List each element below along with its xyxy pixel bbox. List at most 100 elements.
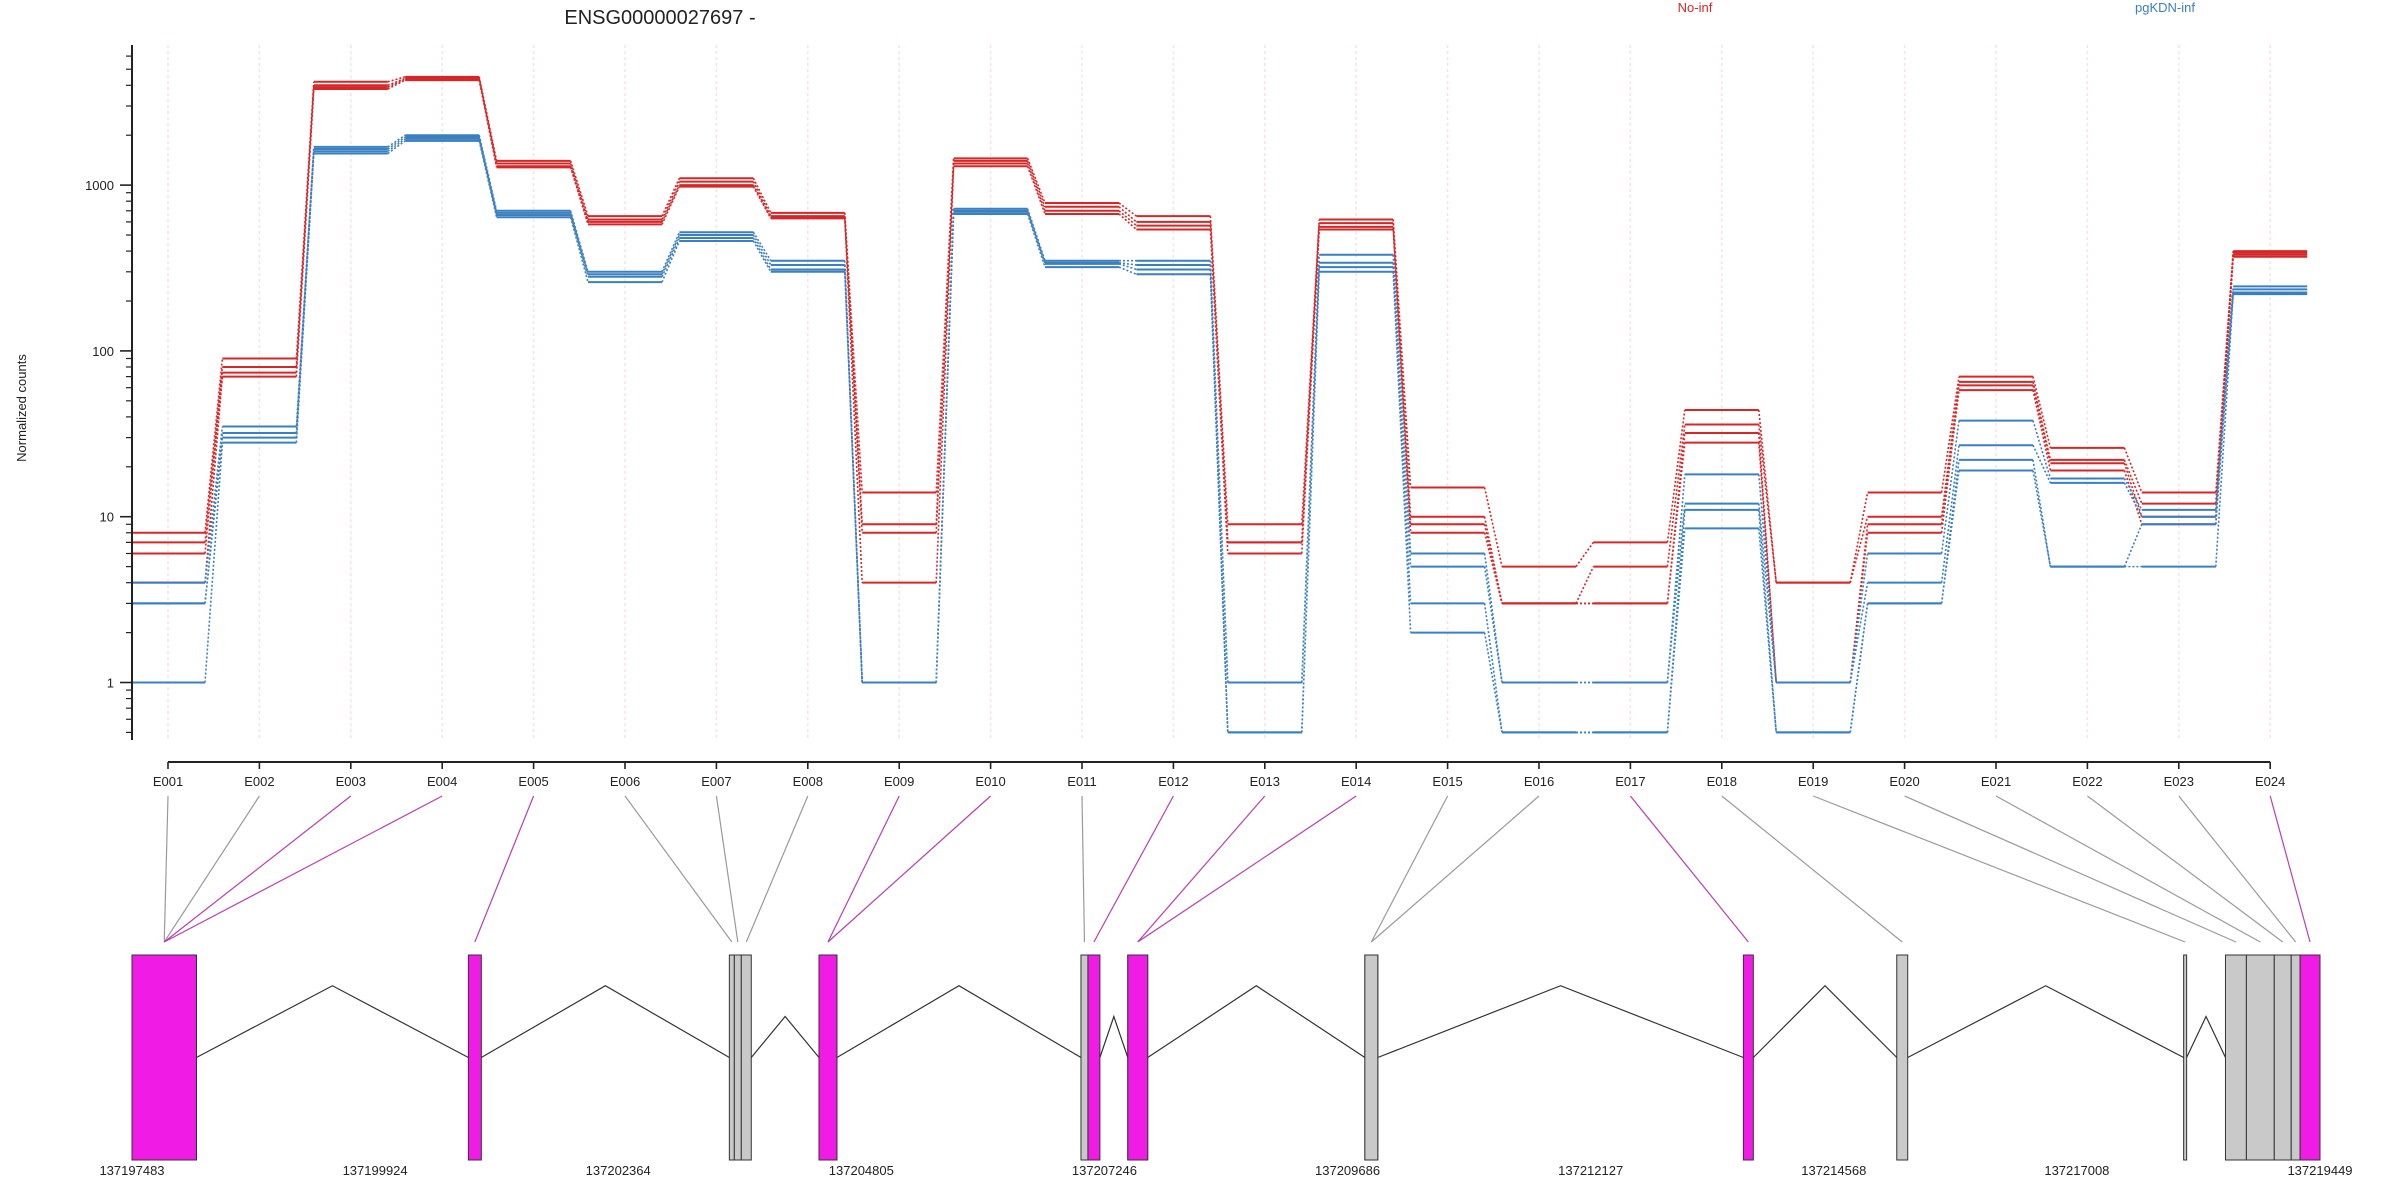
series-connector [844,269,863,683]
series-8 [131,139,2308,734]
series-connector [1758,503,1777,683]
series-connector [844,212,863,493]
series-connector [661,234,681,275]
x-tick-label-E020: E020 [1889,774,1919,789]
series-connector [1483,524,1503,604]
series-connector [1940,445,1960,583]
series-connector [1483,516,1503,604]
exon-connector-E011 [1081,795,1086,943]
x-tick-label-E018: E018 [1707,774,1737,789]
intron [1147,985,1366,1059]
series-connector [1849,553,1869,683]
intron [1752,984,1898,1058]
series-connector [1392,226,1412,525]
series-connector [295,88,315,377]
y-tick-label: 1 [107,676,114,691]
series-connector [1301,226,1320,543]
x-tick-label-E012: E012 [1158,774,1188,789]
series-connector [387,77,406,87]
x-tick-label-E019: E019 [1798,774,1828,789]
series-5 [131,134,2308,684]
exon-connector-E007 [715,795,739,943]
series-connector [478,136,498,214]
series-connector [387,134,406,148]
exon-block-E018 [1896,954,1909,1161]
series-connector [569,163,589,220]
exon-connector-E017 [1629,795,1749,943]
series-connector [752,231,772,262]
genomic-tick-label: 137207246 [1072,1163,1137,1178]
genomic-tick-label: 137202364 [586,1163,651,1178]
x-axis: E001 E002 E003 E004 E005 E006 E007 E008 E009 E010… [153,761,2285,789]
genomic-tick-label: 137212127 [1558,1163,1623,1178]
exon-block-E011 [1080,954,1089,1161]
series-connector [1849,603,1869,733]
series-connector [1483,487,1503,567]
series-connector [478,78,498,164]
series-connector [2215,252,2234,504]
series-connector [2032,444,2052,484]
exon-block-E019 [2183,954,2188,1161]
series-connector [204,366,224,543]
series-connector [2123,447,2143,493]
exon-block-E012 [1087,954,1101,1161]
x-tick-label-E006: E006 [610,774,640,789]
intron [750,1015,820,1058]
series-connector [1301,262,1320,683]
series-connector [1849,524,1869,683]
series-connector [1209,216,1229,525]
exon-block-E017 [1742,954,1754,1161]
series-connector [661,186,681,225]
series-connector [2215,294,2234,567]
series-connector [1483,566,1503,683]
series-connector [661,240,681,283]
exon-block-E024 [2299,954,2321,1161]
series-connector [1209,274,1229,733]
series-2 [131,77,2308,605]
series-connector [2215,292,2234,525]
x-tick-label-E007: E007 [701,774,731,789]
exon-connector-E001 [163,795,169,943]
exon-connector-E009 [827,795,900,943]
series-connector [1118,210,1137,227]
series-connector [1575,566,1595,604]
series-connector [752,240,772,273]
x-tick-label-E003: E003 [336,774,366,789]
series-connector [1301,229,1320,554]
series-connector [478,138,498,216]
series-connector [1118,213,1137,231]
series-7 [131,137,2308,734]
x-tick-label-E015: E015 [1432,774,1462,789]
series-connector [844,217,863,533]
series-connector [1392,267,1412,604]
series-6 [131,136,2308,684]
series-connector [569,167,589,225]
exon-block-E014 [1127,954,1149,1161]
exon-connector-E020 [1904,795,2237,943]
series-connector [387,136,406,150]
series-connector [1026,208,1046,261]
series-connector [295,85,315,368]
x-tick-label-E013: E013 [1250,774,1280,789]
exon-connector-E014 [1137,795,1357,943]
intron [1377,985,1744,1059]
series-connector [1940,385,1960,525]
genomic-tick-label: 137214568 [1801,1163,1866,1178]
genomic-axis: 137197483 137199924 137202364 137204805 1372… [99,1163,2352,1178]
series-connector [1483,632,1503,733]
exon-connector-E018 [1721,795,1903,943]
series-connector [1849,516,1869,583]
y-tick-label: 100 [92,344,114,359]
genomic-tick-label: 137217008 [2044,1163,2109,1178]
x-tick-label-E008: E008 [793,774,823,789]
x-tick-label-E009: E009 [884,774,914,789]
series-connector [1849,532,1869,683]
series-connector [1666,503,1686,683]
intron [836,985,1082,1059]
series-connector [295,153,315,443]
y-axis-label: Normalized counts [14,354,29,462]
series-connector [1026,165,1046,215]
x-tick-label-E014: E014 [1341,774,1371,789]
exon-connector-E005 [474,795,535,943]
series-connector [1026,160,1046,208]
